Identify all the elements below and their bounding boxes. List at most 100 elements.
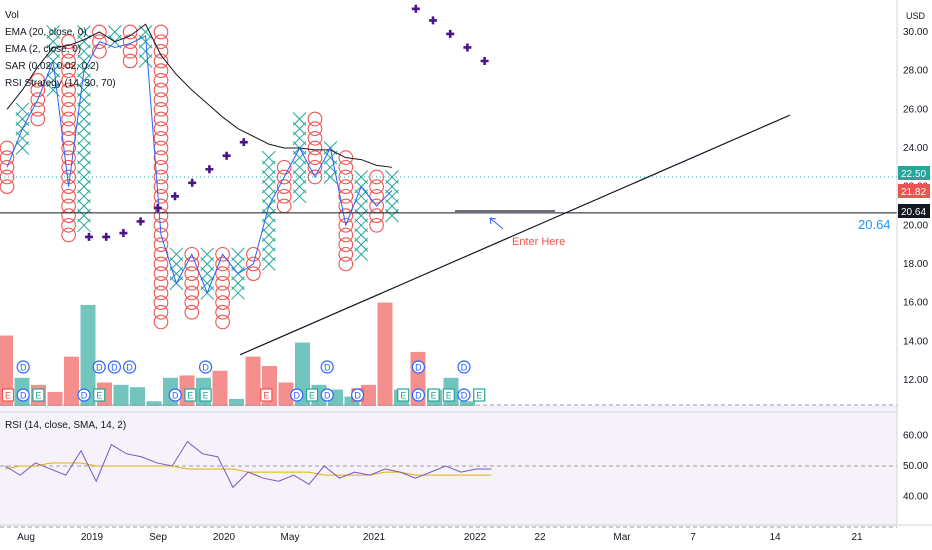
pnf-o xyxy=(246,266,261,281)
signal-label: E xyxy=(35,391,41,401)
signal-label: D xyxy=(324,363,331,373)
pnf-o xyxy=(184,266,200,281)
pnf-x xyxy=(292,179,307,194)
pnf-o xyxy=(153,63,169,79)
legend-rsi-strategy[interactable]: RSI Strategy (14, 30, 70) xyxy=(5,78,116,89)
pnf-x xyxy=(323,150,338,165)
signal-d-marker xyxy=(351,388,365,402)
pnf-x xyxy=(15,102,30,117)
signal-label: E xyxy=(400,391,406,401)
pnf-o xyxy=(369,169,384,185)
pnf-o xyxy=(215,304,230,320)
price-badge-bg xyxy=(898,184,930,198)
pnf-o xyxy=(369,179,384,194)
signal-e-marker xyxy=(473,388,486,402)
signal-e-marker xyxy=(184,388,197,402)
legend-ema2[interactable]: EMA (2, close, 0) xyxy=(5,44,82,55)
pnf-o xyxy=(153,159,169,175)
x-tick-label: 2019 xyxy=(81,532,104,543)
pnf-x xyxy=(261,208,276,223)
signal-label: D xyxy=(126,363,133,373)
pnf-o xyxy=(215,266,230,281)
y-tick-label: 16.00 xyxy=(903,298,928,309)
pnf-o xyxy=(276,179,292,194)
pnf-o xyxy=(338,246,354,262)
pnf-x xyxy=(231,276,245,291)
pnf-x xyxy=(138,44,153,59)
pnf-o xyxy=(61,72,76,88)
legend-rsi[interactable]: RSI (14, close, SMA, 14, 2) xyxy=(5,420,127,431)
signal-label: E xyxy=(187,391,193,401)
sar-point xyxy=(153,203,162,212)
pnf-x xyxy=(200,276,215,291)
signal-label: D xyxy=(415,363,422,373)
x-tick-label: 2022 xyxy=(464,532,487,543)
signal-label: D xyxy=(415,391,422,401)
pnf-x xyxy=(261,257,276,271)
pnf-o xyxy=(61,217,76,233)
pnf-o xyxy=(30,92,46,108)
pnf-o xyxy=(61,227,76,243)
pnf-o xyxy=(122,53,138,69)
sar-point xyxy=(429,16,437,25)
pnf-x xyxy=(354,228,369,242)
pnf-x xyxy=(292,170,307,184)
pnf-x xyxy=(354,247,369,262)
volume-bar xyxy=(130,387,145,406)
pnf-x xyxy=(46,34,61,49)
pnf-o xyxy=(307,159,323,175)
legend-ema20[interactable]: EMA (20, close, 0) xyxy=(5,27,87,38)
pnf-x xyxy=(77,199,91,213)
sar-point xyxy=(136,217,145,226)
volume-bar xyxy=(0,335,13,406)
signal-d-marker xyxy=(77,388,91,402)
price-badge: 21.82 xyxy=(898,184,930,198)
signal-d-marker xyxy=(320,360,334,374)
rsi-y-tick: 60.00 xyxy=(903,431,928,442)
signal-label: D xyxy=(461,391,468,401)
pnf-x xyxy=(292,160,307,175)
pnf-o xyxy=(0,179,15,194)
pnf-o xyxy=(61,150,76,165)
pnf-x xyxy=(261,247,276,262)
pnf-x xyxy=(261,160,276,175)
pnf-o xyxy=(61,208,76,223)
volume-bar xyxy=(361,384,376,406)
pnf-o xyxy=(61,82,76,98)
volume-bar xyxy=(212,370,228,406)
y-tick-label: 18.00 xyxy=(903,259,928,270)
x-tick-label: 14 xyxy=(769,532,781,543)
pnf-o xyxy=(153,246,169,262)
pnf-x xyxy=(200,247,215,262)
signal-label: D xyxy=(20,391,27,401)
pnf-x xyxy=(385,179,399,194)
x-tick-label: 7 xyxy=(690,532,696,543)
sar-points xyxy=(85,4,489,241)
pnf-x xyxy=(323,170,338,184)
signal-label: E xyxy=(309,391,315,401)
rsi-line xyxy=(4,440,492,489)
volume-bar xyxy=(229,398,244,406)
pnf-x xyxy=(77,54,91,68)
pnf-x xyxy=(77,25,91,39)
pnf-o xyxy=(246,256,261,272)
pnf-o xyxy=(153,121,169,136)
volume-bar xyxy=(245,356,261,406)
legend-sar[interactable]: SAR (0.02, 0.02, 0.2) xyxy=(5,61,99,72)
signal-label: D xyxy=(96,363,103,373)
signal-label: D xyxy=(461,363,468,373)
legend-vol[interactable]: Vol xyxy=(5,10,19,21)
pnf-o xyxy=(61,34,76,50)
pnf-x xyxy=(77,131,91,146)
price-badge-text: 20.64 xyxy=(901,207,926,218)
pnf-x xyxy=(77,150,91,165)
sar-point xyxy=(188,178,197,187)
pnf-o xyxy=(215,314,230,330)
pnf-x xyxy=(77,189,91,204)
pnf-o xyxy=(61,101,76,117)
pnf-o xyxy=(338,159,354,175)
pnf-o xyxy=(61,63,76,79)
sar-point xyxy=(222,151,231,160)
x-tick-label: 21 xyxy=(851,532,863,543)
